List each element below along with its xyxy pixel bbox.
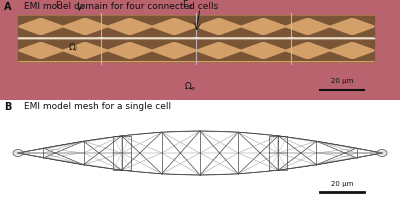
Bar [113, 136, 130, 170]
Text: $\Gamma$: $\Gamma$ [55, 0, 62, 10]
Text: EMI model mesh for a single cell: EMI model mesh for a single cell [24, 102, 171, 111]
Text: EMI model domain for four connected cells: EMI model domain for four connected cell… [24, 2, 218, 11]
Text: B: B [4, 102, 11, 112]
Text: $\Gamma_g$: $\Gamma_g$ [182, 0, 193, 12]
Text: A: A [4, 2, 12, 12]
Bar [98, 37, 104, 39]
Text: 20 μm: 20 μm [331, 181, 353, 187]
Text: 20 μm: 20 μm [331, 78, 353, 84]
Text: $\Omega_i$: $\Omega_i$ [68, 42, 79, 54]
Bar [18, 38, 374, 62]
Text: $\Omega_e$: $\Omega_e$ [184, 81, 197, 93]
Bar [18, 37, 374, 39]
Bar [288, 37, 294, 39]
Bar [193, 37, 199, 39]
Bar [18, 15, 374, 38]
Bar [270, 136, 287, 170]
